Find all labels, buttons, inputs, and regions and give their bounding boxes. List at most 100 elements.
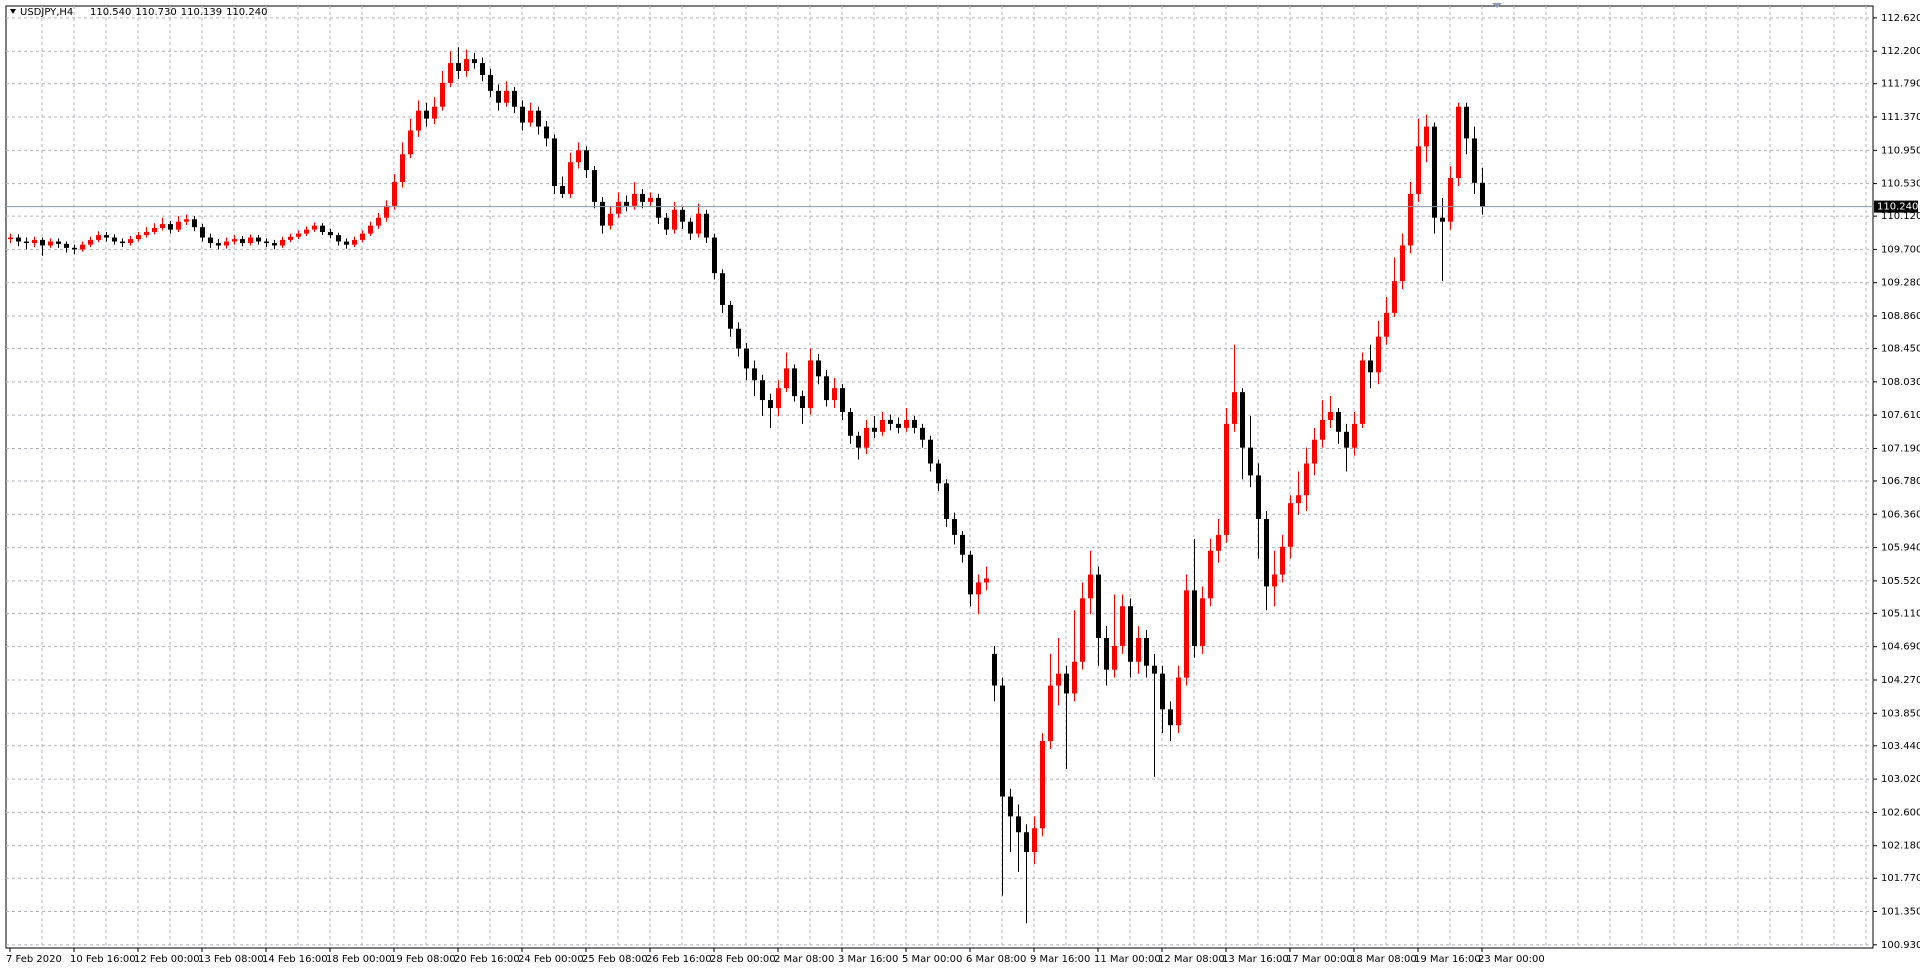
candle-body bbox=[840, 388, 845, 412]
candle-body bbox=[128, 239, 133, 244]
candle-body bbox=[376, 217, 381, 226]
y-tick-label: 105.940 bbox=[1881, 543, 1920, 554]
x-tick-label: 12 Mar 08:00 bbox=[1158, 954, 1225, 965]
candle-body bbox=[488, 74, 493, 91]
candle-body bbox=[144, 231, 149, 236]
candle-body bbox=[1208, 550, 1213, 599]
candle-body bbox=[280, 239, 285, 246]
candle-body bbox=[432, 106, 437, 119]
candle-body bbox=[1472, 138, 1477, 183]
candle-body bbox=[1080, 598, 1085, 662]
x-tick-label: 18 Feb 00:00 bbox=[326, 954, 392, 965]
candle-body bbox=[1352, 423, 1357, 448]
candle-body bbox=[1392, 281, 1397, 313]
candle-body bbox=[664, 217, 669, 230]
candle-body bbox=[1328, 411, 1333, 420]
y-tick-label: 112.200 bbox=[1881, 46, 1920, 57]
y-tick-label: 106.780 bbox=[1881, 476, 1920, 487]
candle-body bbox=[1304, 463, 1309, 496]
candle-body bbox=[1192, 590, 1197, 646]
candle-body bbox=[688, 221, 693, 234]
candle-body bbox=[744, 348, 749, 369]
candle-body bbox=[904, 419, 909, 428]
candle-body bbox=[1000, 685, 1005, 797]
candle-body bbox=[464, 59, 469, 72]
candle-body bbox=[40, 239, 45, 246]
candle-body bbox=[192, 219, 197, 228]
candle-body bbox=[528, 110, 533, 123]
header-arrow[interactable] bbox=[10, 9, 16, 14]
candle-body bbox=[136, 235, 141, 240]
candle-body bbox=[408, 130, 413, 155]
candle-body bbox=[1224, 423, 1229, 535]
candle-body bbox=[784, 368, 789, 389]
x-tick-label: 13 Feb 08:00 bbox=[198, 954, 264, 965]
candle-body bbox=[304, 229, 309, 234]
candle-body bbox=[888, 419, 893, 424]
candle-body bbox=[880, 419, 885, 432]
candle-body bbox=[344, 241, 349, 245]
candle-body bbox=[1400, 245, 1405, 282]
candle-body bbox=[1056, 673, 1061, 686]
candle-body bbox=[872, 427, 877, 432]
candle-body bbox=[616, 201, 621, 214]
x-tick-label: 14 Feb 16:00 bbox=[262, 954, 328, 965]
candle-body bbox=[1112, 645, 1117, 670]
candle-body bbox=[456, 63, 461, 72]
x-tick-label: 25 Feb 08:00 bbox=[582, 954, 648, 965]
x-tick-label: 12 Feb 00:00 bbox=[134, 954, 200, 965]
candle-body bbox=[112, 237, 117, 242]
candle-body bbox=[1040, 741, 1045, 829]
candle-body bbox=[208, 237, 213, 244]
candle-body bbox=[152, 228, 157, 232]
candle-body bbox=[1344, 431, 1349, 448]
y-tick-label: 103.850 bbox=[1881, 708, 1920, 719]
y-tick-label: 100.930 bbox=[1881, 940, 1920, 951]
candle-body bbox=[200, 227, 205, 238]
candle-body bbox=[792, 368, 797, 397]
candle-body bbox=[104, 235, 109, 238]
y-tick-label: 104.690 bbox=[1881, 642, 1920, 653]
candle-body bbox=[400, 154, 405, 183]
candle-body bbox=[848, 411, 853, 436]
candle-body bbox=[240, 239, 245, 244]
candle-body bbox=[504, 90, 509, 103]
candle-body bbox=[1072, 661, 1077, 694]
candle-body bbox=[320, 225, 325, 232]
y-tick-label: 110.530 bbox=[1881, 179, 1920, 190]
y-tick-label: 108.860 bbox=[1881, 311, 1920, 322]
candle-body bbox=[560, 185, 565, 194]
y-tick-label: 101.350 bbox=[1881, 907, 1920, 918]
y-tick-label: 111.370 bbox=[1881, 112, 1920, 123]
candle-body bbox=[1088, 574, 1093, 599]
candle-body bbox=[952, 519, 957, 535]
candle-body bbox=[1440, 217, 1445, 222]
candle-body bbox=[8, 237, 13, 240]
x-tick-label: 23 Mar 00:00 bbox=[1478, 954, 1545, 965]
candle-body bbox=[184, 219, 189, 222]
x-tick-label: 19 Mar 16:00 bbox=[1414, 954, 1481, 965]
candle-body bbox=[248, 237, 253, 244]
y-tick-label: 110.120 bbox=[1881, 211, 1920, 222]
candle-body bbox=[520, 106, 525, 123]
candle-body bbox=[1456, 106, 1461, 179]
candle-body bbox=[936, 463, 941, 484]
candle-body bbox=[1256, 475, 1261, 520]
candle-body bbox=[80, 244, 85, 250]
candle-body bbox=[328, 231, 333, 236]
candle-body bbox=[928, 439, 933, 464]
y-tick-label: 103.020 bbox=[1881, 774, 1920, 785]
candle-body bbox=[72, 247, 77, 250]
candle-body bbox=[1408, 193, 1413, 246]
candle-body bbox=[736, 328, 741, 349]
candle-body bbox=[96, 235, 101, 240]
candle-body bbox=[568, 162, 573, 194]
candle-body bbox=[120, 241, 125, 244]
candles bbox=[8, 47, 1485, 924]
candle-body bbox=[1416, 146, 1421, 194]
x-tick-label: 2 Mar 08:00 bbox=[774, 954, 834, 965]
shift-marker[interactable] bbox=[1492, 3, 1502, 8]
y-tick-label: 111.790 bbox=[1881, 79, 1920, 90]
candle-body bbox=[992, 653, 997, 686]
candle-body bbox=[48, 241, 53, 246]
